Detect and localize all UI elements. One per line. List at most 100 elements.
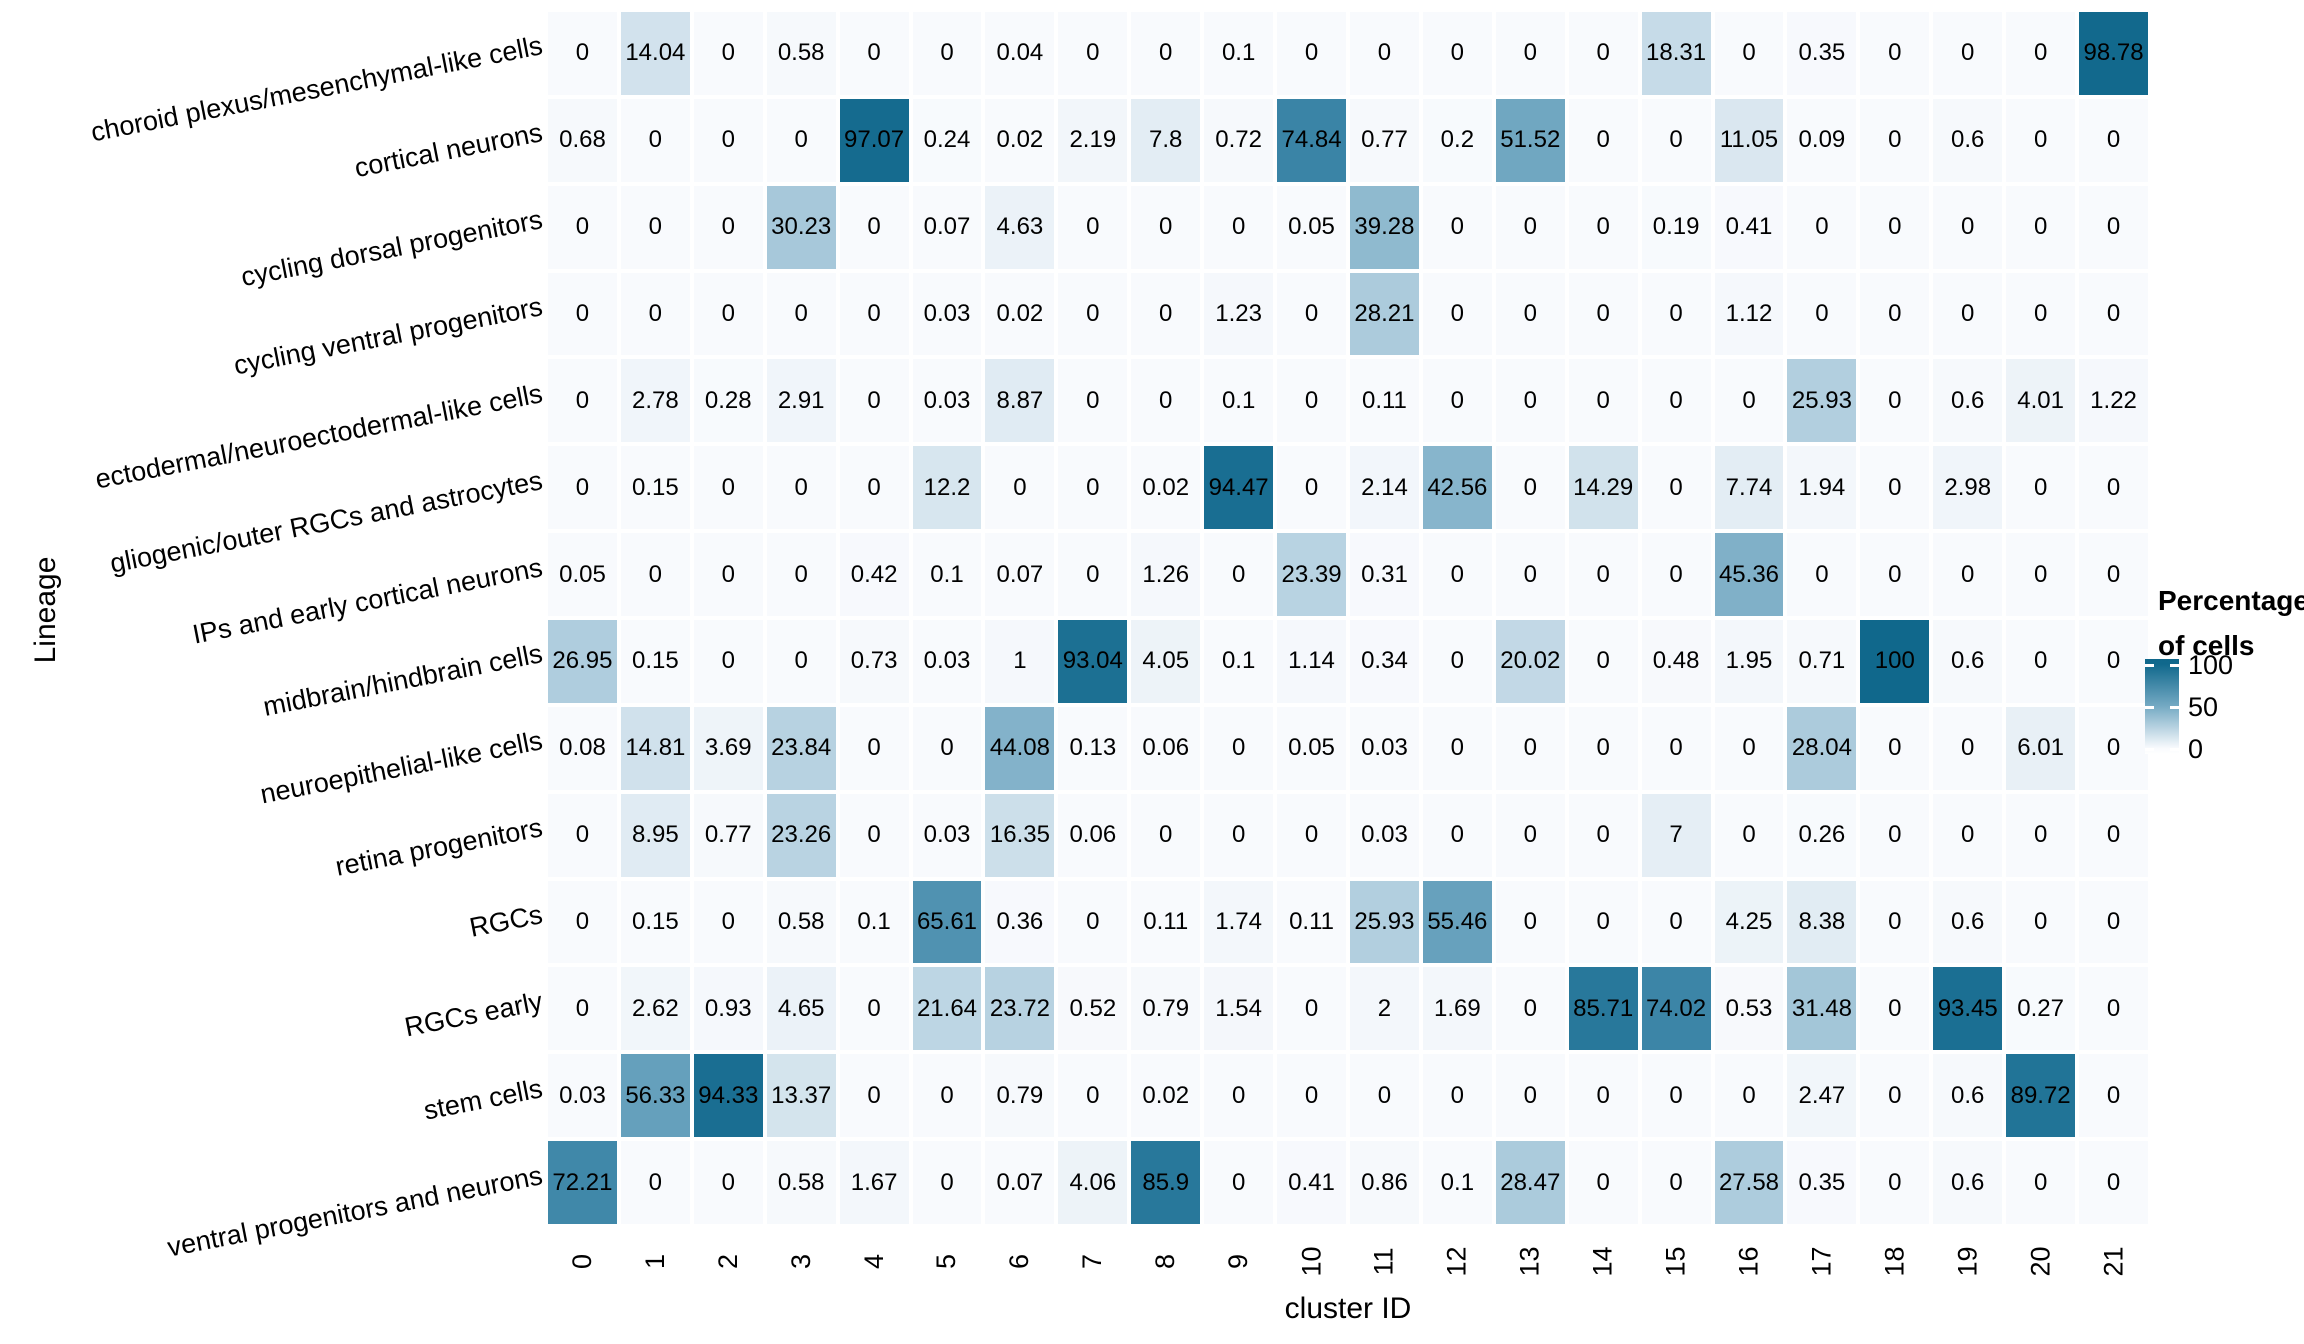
heatmap-cell: 0 [1422, 706, 1492, 790]
heatmap-cell: 0.02 [1131, 1054, 1201, 1138]
heatmap-cell: 0 [1933, 185, 2003, 269]
heatmap-cell: 0.13 [1058, 706, 1128, 790]
heatmap-cell: 0.58 [766, 12, 836, 95]
heatmap-cell: 0 [1058, 1054, 1128, 1138]
heatmap-cell: 0 [620, 1141, 690, 1224]
heatmap-cell: 0.6 [1933, 98, 2003, 182]
col-label: 13 [1514, 1246, 1545, 1277]
legend-tick-label: 0 [2188, 734, 2204, 764]
heatmap-cell: 0 [1641, 359, 1711, 443]
heatmap-cell: 1 [985, 619, 1055, 703]
heatmap-cell: 0 [766, 533, 836, 616]
heatmap-cell: 0 [2079, 98, 2148, 182]
heatmap-cell: 0.28 [693, 359, 763, 443]
heatmap-cell: 0.2 [1422, 98, 1492, 182]
heatmap-cell: 0 [1204, 1054, 1274, 1138]
heatmap-cell: 0 [693, 880, 763, 964]
heatmap-cell: 2.91 [766, 359, 836, 443]
heatmap-cell: 0.6 [1933, 1054, 2003, 1138]
heatmap-cell: 0 [1495, 12, 1565, 95]
heatmap-cell: 0 [1277, 272, 1346, 356]
heatmap-cell: 0 [1714, 706, 1784, 790]
heatmap-cell: 94.47 [1204, 446, 1274, 530]
heatmap-cell: 0 [1131, 272, 1201, 356]
heatmap-cell: 74.02 [1641, 967, 1711, 1051]
heatmap-cell: 0.07 [912, 185, 982, 269]
heatmap-cell: 0 [985, 446, 1055, 530]
heatmap-cell: 0 [1422, 619, 1492, 703]
heatmap-cell: 0 [1568, 98, 1638, 182]
x-axis-title: cluster ID [1284, 1292, 1412, 1325]
heatmap-cell: 0.1 [1204, 12, 1274, 95]
heatmap-cell: 0.24 [912, 98, 982, 182]
heatmap-cell: 0 [912, 1054, 982, 1138]
col-label: 3 [785, 1253, 816, 1270]
heatmap-cell: 8.87 [985, 359, 1055, 443]
heatmap-cell: 27.58 [1714, 1141, 1784, 1224]
heatmap-cell: 0.71 [1787, 619, 1857, 703]
heatmap-cell: 0 [839, 359, 909, 443]
heatmap-cell: 0.06 [1131, 706, 1201, 790]
heatmap-cell: 0 [1277, 446, 1346, 530]
heatmap-cell: 0.1 [1204, 619, 1274, 703]
heatmap-cell: 0.03 [1349, 793, 1419, 877]
heatmap-cell: 0.03 [1349, 706, 1419, 790]
heatmap-cell: 0 [1860, 98, 1930, 182]
heatmap-cell: 20.02 [1495, 619, 1565, 703]
col-label: 18 [1879, 1246, 1910, 1277]
heatmap-cell: 0.1 [1204, 359, 1274, 443]
heatmap-cell: 0.27 [2006, 967, 2076, 1051]
heatmap-cell: 0 [1277, 1054, 1346, 1138]
heatmap-cell: 74.84 [1277, 98, 1346, 182]
heatmap-cell: 0.6 [1933, 359, 2003, 443]
heatmap-cell: 0 [839, 967, 909, 1051]
heatmap-cell: 1.54 [1204, 967, 1274, 1051]
heatmap-cell: 0 [1568, 619, 1638, 703]
legend-tick-dash [2170, 664, 2179, 667]
col-label: 9 [1223, 1253, 1254, 1270]
heatmap-cell: 0 [1058, 12, 1128, 95]
heatmap-cell: 0.1 [912, 533, 982, 616]
heatmap-cell: 0.02 [985, 272, 1055, 356]
heatmap-cell: 0 [766, 619, 836, 703]
heatmap-cell: 56.33 [620, 1054, 690, 1138]
legend-tick-dash [2145, 664, 2154, 667]
heatmap-cell: 0.11 [1349, 359, 1419, 443]
col-label: 21 [2098, 1246, 2129, 1277]
col-label: 0 [566, 1253, 597, 1270]
heatmap-cell: 0 [548, 359, 617, 443]
heatmap-cell: 0 [1204, 706, 1274, 790]
heatmap-cell: 0.36 [985, 880, 1055, 964]
heatmap-cell: 0 [1641, 533, 1711, 616]
heatmap-cell: 1.14 [1277, 619, 1346, 703]
heatmap-cell: 0 [1058, 880, 1128, 964]
heatmap-cell: 0 [1422, 272, 1492, 356]
col-label: 8 [1150, 1253, 1181, 1270]
heatmap-cell: 31.48 [1787, 967, 1857, 1051]
heatmap-cell: 0 [2079, 272, 2148, 356]
heatmap-cell: 0 [1422, 533, 1492, 616]
heatmap-cell: 0 [1277, 793, 1346, 877]
heatmap-cell: 0 [693, 272, 763, 356]
heatmap-cell: 0.79 [985, 1054, 1055, 1138]
heatmap-cell: 1.67 [839, 1141, 909, 1224]
heatmap-cell: 0.48 [1641, 619, 1711, 703]
heatmap-cell: 0 [2079, 880, 2148, 964]
heatmap-cell: 23.26 [766, 793, 836, 877]
heatmap-cell: 0 [1641, 880, 1711, 964]
heatmap-cell: 4.63 [985, 185, 1055, 269]
heatmap-cell: 0 [1495, 446, 1565, 530]
heatmap-cell: 0 [1422, 793, 1492, 877]
heatmap-cell: 0 [693, 1141, 763, 1224]
heatmap-cell: 93.04 [1058, 619, 1128, 703]
heatmap-cell: 0 [1568, 706, 1638, 790]
legend-tick-label: 50 [2188, 692, 2219, 722]
heatmap-cell: 0 [1495, 1054, 1565, 1138]
heatmap-cell: 85.71 [1568, 967, 1638, 1051]
heatmap-cell: 0 [1058, 533, 1128, 616]
heatmap-cell: 0.09 [1787, 98, 1857, 182]
heatmap-cell: 0 [693, 185, 763, 269]
heatmap-cell: 0.93 [693, 967, 763, 1051]
heatmap-cell: 2.62 [620, 967, 690, 1051]
heatmap-cell: 0.42 [839, 533, 909, 616]
